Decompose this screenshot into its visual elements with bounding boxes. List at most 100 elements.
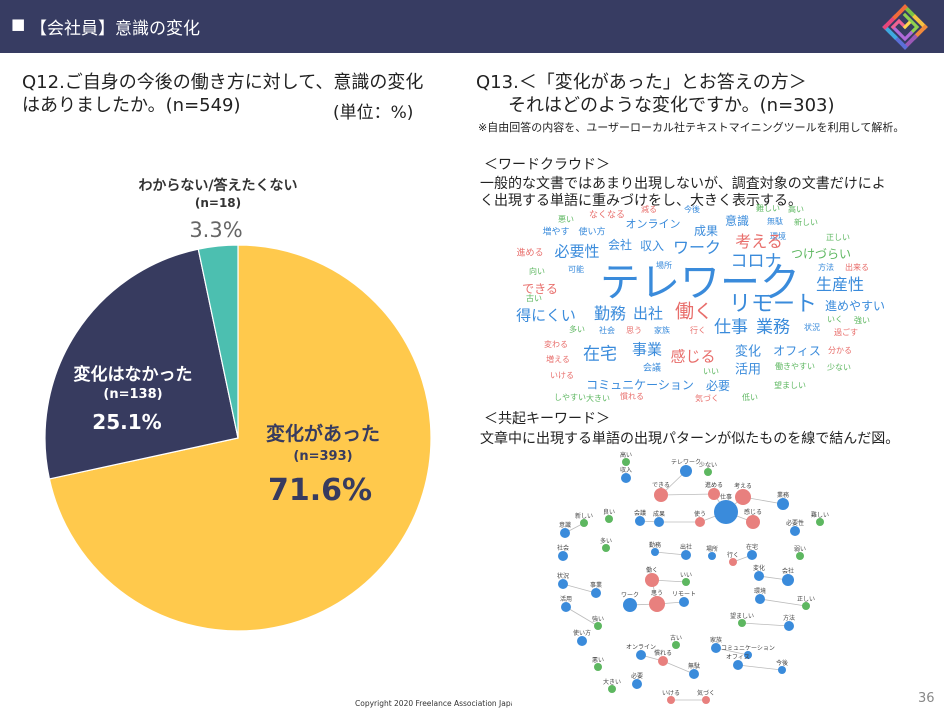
network-node (667, 696, 675, 704)
network-node (623, 598, 637, 612)
pie-slice-changed (48, 244, 432, 632)
network-node-label: 強い (592, 615, 604, 623)
word-cloud-word: 増やす (542, 227, 570, 238)
network-node-label: 慣れる (654, 649, 672, 657)
network-node (577, 636, 587, 646)
network-node (654, 488, 668, 502)
network-node-label: 使い方 (573, 629, 591, 637)
word-cloud-word: 業務 (756, 317, 790, 338)
word-cloud-word: 出来る (845, 263, 869, 272)
network-node (816, 518, 824, 526)
network-node-label: オンライン (626, 644, 656, 651)
word-cloud-word: つけづらい (790, 247, 852, 261)
pie-label-changed-percent: 71.6% (267, 473, 373, 508)
word-cloud-word: 可能 (568, 265, 584, 274)
word-cloud-word: 仕事 (714, 317, 748, 338)
network-node (754, 571, 764, 581)
word-cloud-word: 過ごす (833, 328, 859, 337)
network-node-label: 収入 (620, 467, 632, 474)
network-node (735, 489, 751, 505)
network-edge (741, 622, 790, 627)
word-cloud-word: オンライン (625, 217, 681, 231)
pie-label-unchanged-percent: 25.1% (92, 410, 162, 434)
network-node (591, 588, 601, 598)
q13-question-line2: それはどのような変化ですか。(n=303) (508, 95, 835, 116)
network-edge (565, 606, 599, 627)
network-node (733, 660, 743, 670)
word-cloud-word: 会社 (607, 238, 633, 252)
network-node-label: 正しい (797, 596, 815, 603)
network-node (778, 666, 786, 674)
network-node (729, 558, 737, 566)
pie-label-unchanged-count: (n=138) (103, 387, 163, 402)
network-node (708, 552, 716, 560)
network-node (711, 643, 721, 653)
network-node-label: オフィス (726, 654, 750, 661)
network-node (746, 515, 760, 529)
slide-header: ■ 【会社員】意識の変化 (0, 0, 944, 53)
network-node-label: 多い (600, 537, 612, 545)
network-node (738, 619, 746, 627)
pie-label-changed-count: (n=393) (293, 449, 353, 464)
word-cloud-word: 新しい (794, 218, 818, 227)
pie-slice-unknown (197, 244, 239, 439)
word-cloud-word: 増える (546, 355, 570, 364)
word-cloud-word: いく (827, 315, 843, 324)
word-cloud-word: 進めやすい (824, 299, 886, 313)
network-node-label: 成果 (653, 510, 665, 518)
network-node-label: 変化 (753, 564, 765, 572)
word-cloud-word: なくなる (588, 210, 626, 221)
network-node (802, 602, 810, 610)
network-node (558, 551, 568, 561)
word-cloud-word: 変わる (544, 340, 568, 349)
word-cloud-word: 活用 (734, 362, 762, 378)
network-node-label: 考える (734, 482, 752, 490)
network-node (681, 550, 691, 560)
word-cloud-word: 高い (788, 205, 804, 214)
word-cloud-word: 悪い (558, 215, 574, 224)
word-cloud-word: 会議 (642, 363, 662, 374)
network-node (755, 594, 765, 604)
cooccurrence-desc: 文章中に出現する単語の出現パターンが似たものを線で結んだ図。 (480, 431, 900, 447)
network-node-label: 必要 (631, 672, 643, 680)
word-cloud-word: 古い (526, 294, 542, 303)
word-cloud-word: 出社 (632, 304, 664, 323)
word-cloud-word: 変化 (734, 344, 762, 360)
network-node-label: テレワーク (671, 459, 701, 466)
logo-icon (882, 4, 928, 50)
word-cloud-word: 進める (516, 248, 544, 259)
word-cloud-word: コミュニケーション (586, 378, 694, 392)
network-edge (737, 664, 783, 671)
analysis-note: ※自由回答の内容を、ユーザーローカル社テキストマイニングツールを利用して解析。 (478, 121, 905, 134)
network-node-label: リモート (672, 591, 696, 598)
network-node (695, 517, 705, 527)
word-cloud-word: 正しい (826, 233, 850, 242)
network-node (636, 650, 646, 660)
word-cloud-word: 無駄 (767, 217, 783, 226)
network-node-label: ワーク (621, 592, 639, 599)
network-node (558, 579, 568, 589)
word-cloud-word: 減る (641, 205, 657, 214)
word-cloud-word: 働きやすい (775, 362, 815, 371)
network-node-label: 高い (620, 451, 632, 459)
header-bullet: ■ (11, 15, 26, 33)
word-cloud-word: リモート (728, 292, 818, 317)
word-cloud-word: 方法 (818, 263, 834, 272)
network-node-label: 出社 (680, 543, 692, 551)
word-cloud-word: 今後 (684, 205, 700, 214)
network-node-label: 業務 (777, 491, 789, 499)
network-node (594, 663, 602, 671)
network-node-label: 勤務 (649, 541, 661, 549)
network-node (679, 597, 689, 607)
network-node (608, 685, 616, 693)
network-node (747, 550, 757, 560)
network-node (632, 679, 642, 689)
network-node-label: 会社 (782, 567, 794, 575)
word-cloud-word: 在宅 (583, 344, 617, 365)
network-node (796, 552, 804, 560)
logo (881, 3, 929, 51)
network-node-label: 古い (670, 634, 682, 642)
network-node (605, 515, 613, 523)
network-node (782, 574, 794, 586)
